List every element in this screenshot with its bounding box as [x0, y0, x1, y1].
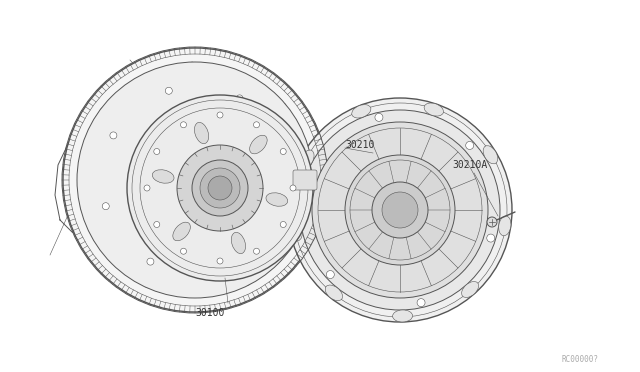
- Circle shape: [305, 178, 313, 186]
- Circle shape: [145, 282, 150, 288]
- Circle shape: [281, 150, 288, 157]
- Circle shape: [253, 122, 259, 128]
- Ellipse shape: [392, 310, 413, 322]
- FancyBboxPatch shape: [293, 170, 317, 190]
- Circle shape: [273, 221, 280, 228]
- Circle shape: [487, 234, 495, 242]
- Circle shape: [253, 248, 259, 254]
- Circle shape: [81, 205, 86, 211]
- Circle shape: [300, 110, 500, 310]
- Ellipse shape: [499, 216, 511, 236]
- Circle shape: [180, 122, 186, 128]
- Circle shape: [382, 192, 418, 228]
- Circle shape: [154, 148, 160, 154]
- Circle shape: [147, 258, 154, 265]
- Ellipse shape: [231, 232, 246, 254]
- Circle shape: [165, 87, 172, 94]
- Ellipse shape: [290, 221, 302, 241]
- Circle shape: [372, 182, 428, 238]
- Circle shape: [177, 145, 263, 231]
- Circle shape: [466, 141, 474, 150]
- Ellipse shape: [352, 105, 371, 118]
- Circle shape: [154, 221, 160, 228]
- Ellipse shape: [461, 282, 479, 298]
- Text: 30100: 30100: [195, 308, 225, 318]
- Circle shape: [417, 299, 425, 307]
- Circle shape: [100, 108, 106, 113]
- Circle shape: [218, 266, 225, 273]
- Circle shape: [280, 148, 286, 154]
- Text: 30210: 30210: [345, 140, 374, 150]
- Circle shape: [244, 279, 250, 285]
- Circle shape: [200, 168, 240, 208]
- Circle shape: [326, 270, 334, 279]
- Circle shape: [144, 185, 150, 191]
- Circle shape: [375, 113, 383, 121]
- Ellipse shape: [300, 150, 314, 169]
- Ellipse shape: [195, 122, 209, 144]
- Ellipse shape: [424, 103, 444, 116]
- Circle shape: [189, 62, 195, 68]
- Ellipse shape: [152, 170, 174, 183]
- Circle shape: [217, 258, 223, 264]
- Circle shape: [192, 160, 248, 216]
- Ellipse shape: [198, 190, 227, 230]
- Ellipse shape: [173, 222, 190, 241]
- Ellipse shape: [325, 285, 342, 301]
- Circle shape: [77, 62, 313, 298]
- Circle shape: [487, 217, 497, 227]
- Circle shape: [102, 203, 109, 210]
- Circle shape: [312, 122, 488, 298]
- Circle shape: [127, 95, 313, 281]
- Circle shape: [208, 176, 232, 200]
- Circle shape: [290, 185, 296, 191]
- Circle shape: [280, 103, 286, 109]
- Circle shape: [305, 200, 310, 206]
- Circle shape: [280, 221, 286, 228]
- Circle shape: [345, 155, 455, 265]
- Text: 30210A: 30210A: [452, 160, 487, 170]
- Circle shape: [236, 95, 243, 102]
- Ellipse shape: [266, 193, 288, 206]
- Text: RC00000?: RC00000?: [561, 355, 598, 364]
- Ellipse shape: [250, 135, 267, 154]
- Circle shape: [180, 248, 186, 254]
- Circle shape: [63, 48, 327, 312]
- Circle shape: [217, 112, 223, 118]
- Ellipse shape: [483, 146, 498, 164]
- Circle shape: [110, 132, 117, 139]
- Circle shape: [288, 98, 512, 322]
